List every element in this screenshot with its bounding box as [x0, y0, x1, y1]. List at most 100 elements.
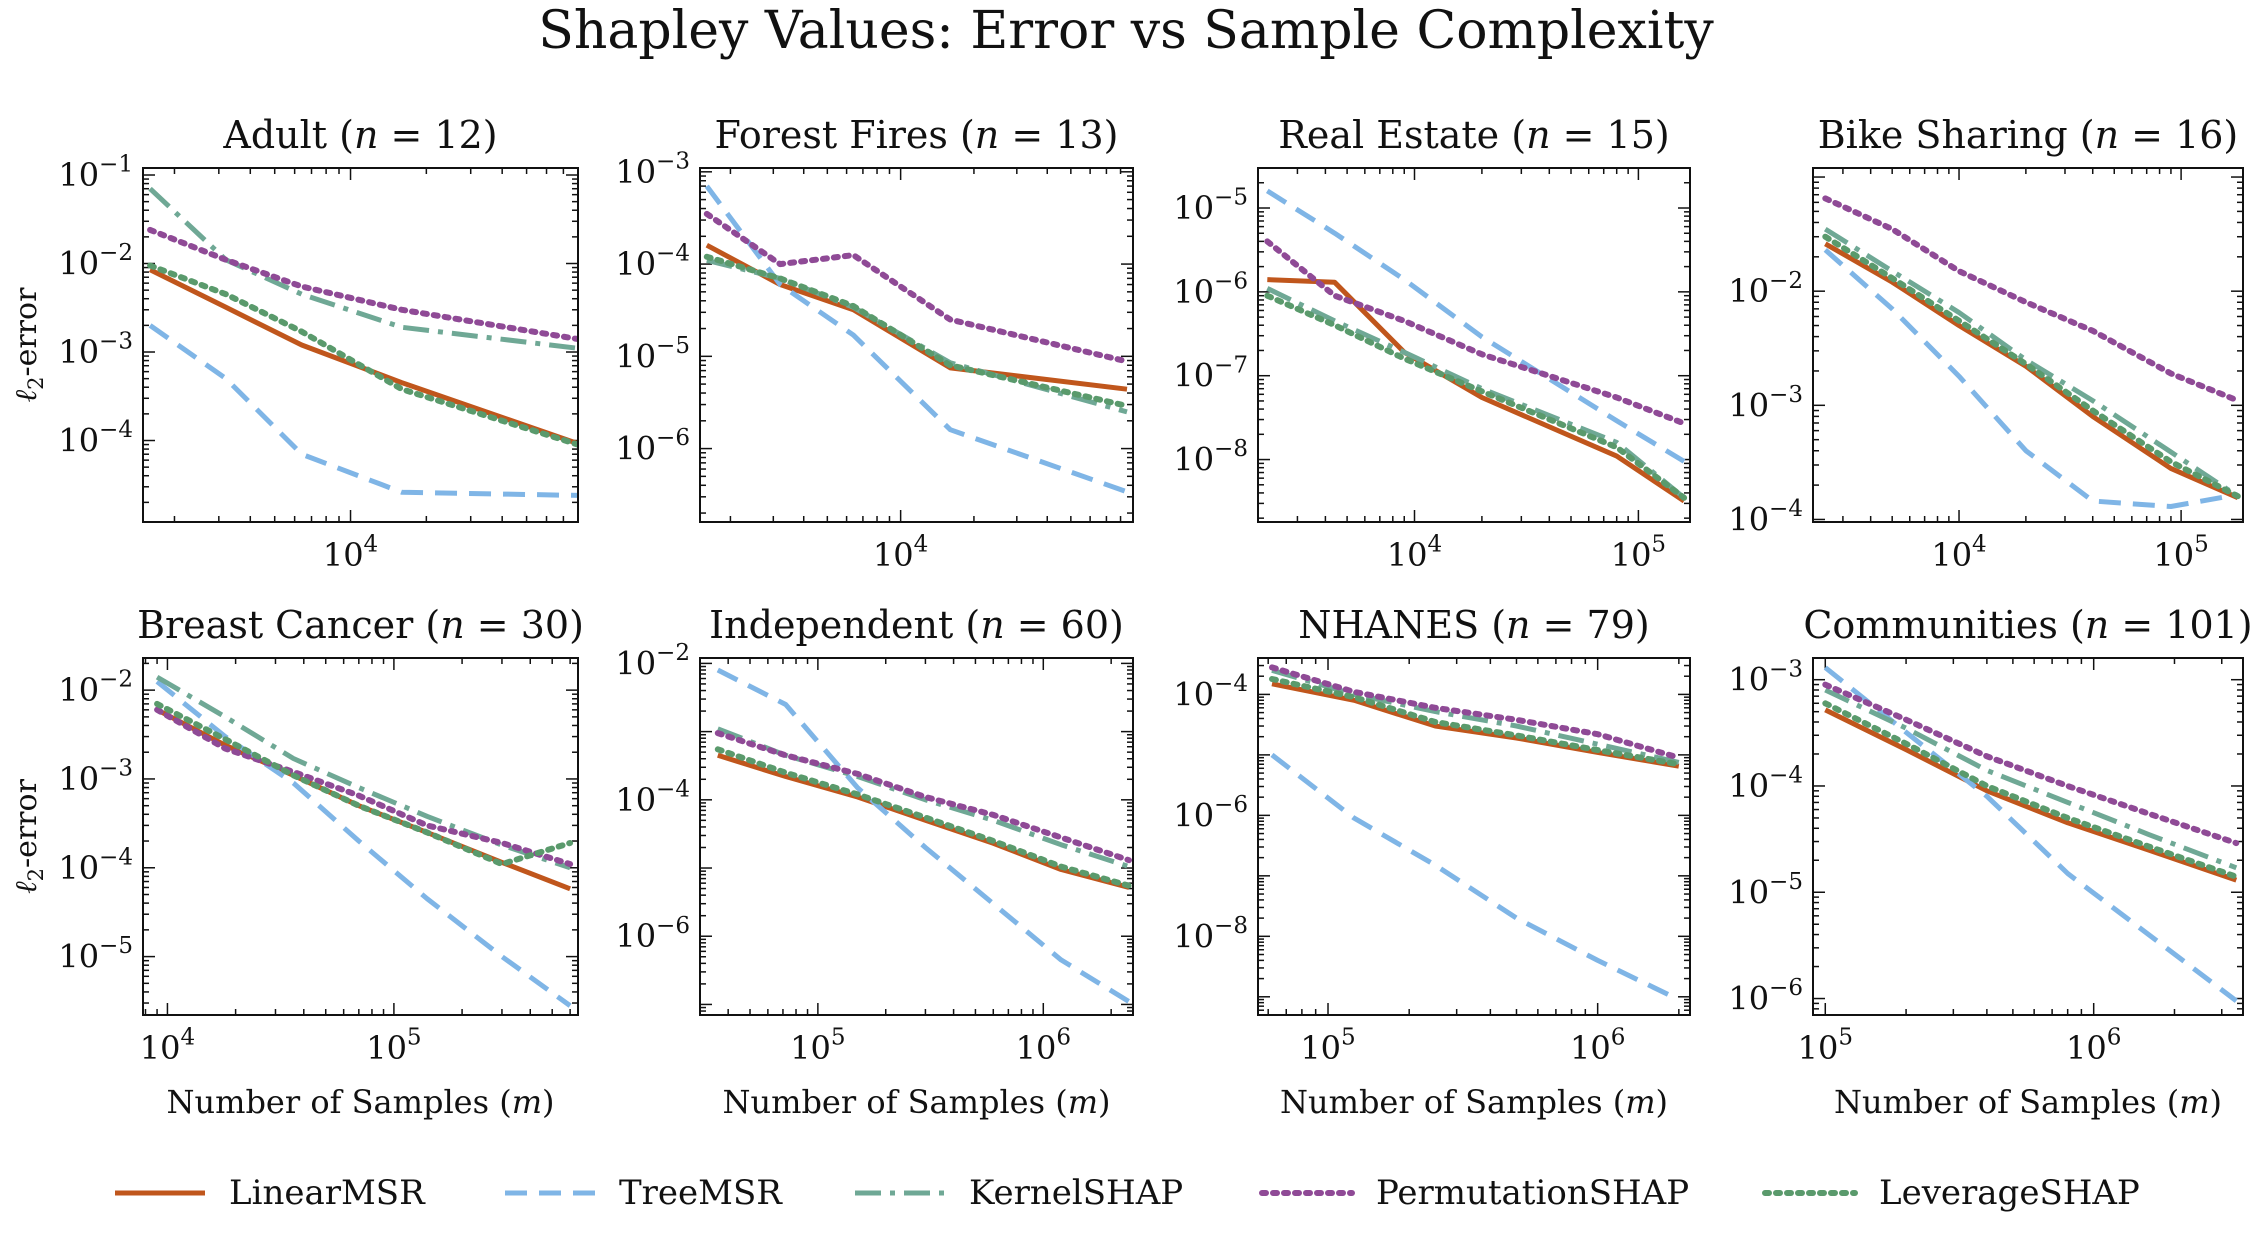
series-line-treemsr	[1265, 188, 1686, 464]
x-axis-label: Number of Samples (m)	[166, 1083, 554, 1121]
x-axis-label: Number of Samples (m)	[1280, 1083, 1668, 1121]
series-line-treemsr	[716, 667, 1131, 1004]
y-tick-label: 10−6	[1173, 268, 1248, 310]
y-tick-label: 10−3	[58, 329, 133, 371]
y-tick-label: 10−4	[615, 776, 690, 818]
series-line-leverageshap	[1822, 233, 2241, 500]
x-tick-label: 105	[1300, 1025, 1355, 1067]
series-lines	[1822, 195, 2241, 509]
y-tick-label: 10−4	[58, 844, 133, 886]
axes-frame	[1257, 167, 1691, 523]
x-tick-label: 106	[2066, 1025, 2121, 1067]
y-tick-label: 10−4	[1728, 763, 1803, 805]
y-tick-label: 10−4	[1728, 496, 1803, 538]
y-tick-label: 10−3	[1728, 382, 1803, 424]
axes-frame	[142, 167, 579, 523]
ticks	[143, 168, 579, 522]
legend-label: TreeMSR	[619, 1173, 783, 1213]
legend-label: LeverageSHAP	[1879, 1173, 2140, 1213]
y-tick-label: 10−1	[58, 152, 133, 194]
x-tick-label: 106	[1570, 1025, 1625, 1067]
series-line-linearmsr	[148, 267, 578, 447]
y-axis-label: ℓ2-error	[9, 778, 48, 894]
x-axis-label: Number of Samples (m)	[1834, 1083, 2222, 1121]
x-tick-label: 104	[140, 1025, 195, 1067]
y-tick-label: 10−6	[615, 913, 690, 955]
y-tick-label: 10−2	[615, 640, 690, 682]
legend-label: KernelSHAP	[969, 1173, 1183, 1213]
legend-label: LinearMSR	[229, 1173, 426, 1213]
series-line-linearmsr	[1824, 707, 2238, 883]
y-tick-label: 10−6	[615, 425, 690, 467]
panel-breast-cancer: 104 105 10−2 10−3 10−4 10−5 Breast Cancer (n =…	[9, 603, 584, 1121]
series-lines	[1269, 664, 1682, 1002]
series-line-permutationshap	[714, 730, 1132, 864]
x-tick-label: 106	[1016, 1025, 1071, 1067]
y-tick-label: 10−4	[1173, 671, 1248, 713]
y-tick-label: 10−7	[1173, 352, 1248, 394]
series-line-permutationshap	[147, 226, 578, 343]
x-tick-label: 105	[1798, 1025, 1853, 1067]
panel-title: Forest Fires (n = 13)	[715, 113, 1119, 157]
axes-frame	[699, 167, 1134, 523]
legend-item-permutationshap: PermutationSHAP	[1259, 1173, 1689, 1213]
series-line-kernelshap	[148, 186, 578, 351]
panel-title: Independent (n = 60)	[709, 603, 1124, 647]
y-axis-label: ℓ2-error	[9, 287, 48, 403]
y-tick-label: 10−6	[1728, 975, 1803, 1017]
x-tick-label: 104	[323, 532, 378, 574]
series-line-leverageshap	[1269, 676, 1682, 768]
y-tick-label: 10−8	[1173, 913, 1248, 955]
series-line-leverageshap	[1264, 292, 1688, 501]
legend: LinearMSR TreeMSR KernelSHAP PermutationSHA…	[115, 1173, 2140, 1213]
y-tick-label: 10−8	[1173, 436, 1248, 478]
series-lines	[1822, 665, 2240, 1003]
figure-title: Shapley Values: Error vs Sample Complexi…	[538, 1, 1714, 61]
panel-adult: 104 10−1 10−2 10−3 10−4 Adult (n = 12) ℓ2-erro…	[9, 113, 579, 574]
axes-frame	[1812, 657, 2244, 1016]
legend-item-linearmsr: LinearMSR	[115, 1173, 426, 1213]
x-tick-label: 105	[2153, 532, 2208, 574]
series-line-permutationshap	[1822, 681, 2240, 847]
y-tick-label: 10−5	[58, 933, 133, 975]
series-line-leverageshap	[703, 253, 1130, 409]
x-tick-label: 105	[790, 1025, 845, 1067]
x-tick-label: 104	[1387, 532, 1442, 574]
series-lines	[154, 674, 574, 1008]
series-line-permutationshap	[1269, 664, 1682, 761]
panel-independent: 105 106 10−2 10−4 10−6 Independent (n = 60) Nu…	[615, 603, 1134, 1121]
x-tick-label: 105	[366, 1025, 421, 1067]
series-line-permutationshap	[703, 210, 1130, 365]
panel-nhanes: 105 106 10−4 10−6 10−8 NHANES (n = 79) Number …	[1173, 603, 1691, 1121]
series-lines	[714, 667, 1132, 1004]
series-line-linearmsr	[1824, 241, 2239, 500]
series-line-permutationshap	[1264, 238, 1688, 427]
y-tick-label: 10−2	[1728, 268, 1803, 310]
panel-title: Real Estate (n = 15)	[1278, 113, 1670, 157]
panel-bike-sharing: 104 105 10−2 10−3 10−4 Bike Sharing (n = 16)	[1728, 113, 2244, 574]
panel-title: Adult (n = 12)	[222, 113, 497, 157]
panel-forest-fires: 104 10−3 10−4 10−5 10−6 Forest Fires (n = 13)	[615, 113, 1134, 574]
series-line-leverageshap	[147, 262, 578, 448]
legend-item-leverageshap: LeverageSHAP	[1762, 1173, 2140, 1213]
series-line-treemsr	[148, 323, 578, 498]
ticks	[1257, 167, 1690, 522]
series-line-kernelshap	[1824, 687, 2238, 871]
axes-frame	[699, 657, 1134, 1016]
axes-frame	[1812, 167, 2244, 523]
axes-frame	[1257, 657, 1691, 1016]
y-tick-label: 10−3	[1728, 656, 1803, 698]
series-line-permutationshap	[1822, 195, 2241, 404]
series-line-kernelshap	[155, 674, 571, 871]
y-tick-label: 10−6	[1173, 792, 1248, 834]
series-line-treemsr	[1270, 752, 1680, 1002]
panel-communities: 105 106 10−3 10−4 10−5 10−6 Communities (n = 1…	[1728, 603, 2252, 1121]
svg-text:ℓ2-error: ℓ2-error	[9, 287, 48, 403]
series-line-permutationshap	[154, 706, 574, 868]
y-tick-label: 10−5	[615, 333, 690, 375]
y-tick-label: 10−3	[58, 756, 133, 798]
y-tick-label: 10−5	[1173, 185, 1248, 227]
panel-real-estate: 104 105 10−5 10−6 10−7 10−8 Real Estate (n = 1…	[1173, 113, 1691, 574]
x-tick-label: 104	[873, 532, 928, 574]
